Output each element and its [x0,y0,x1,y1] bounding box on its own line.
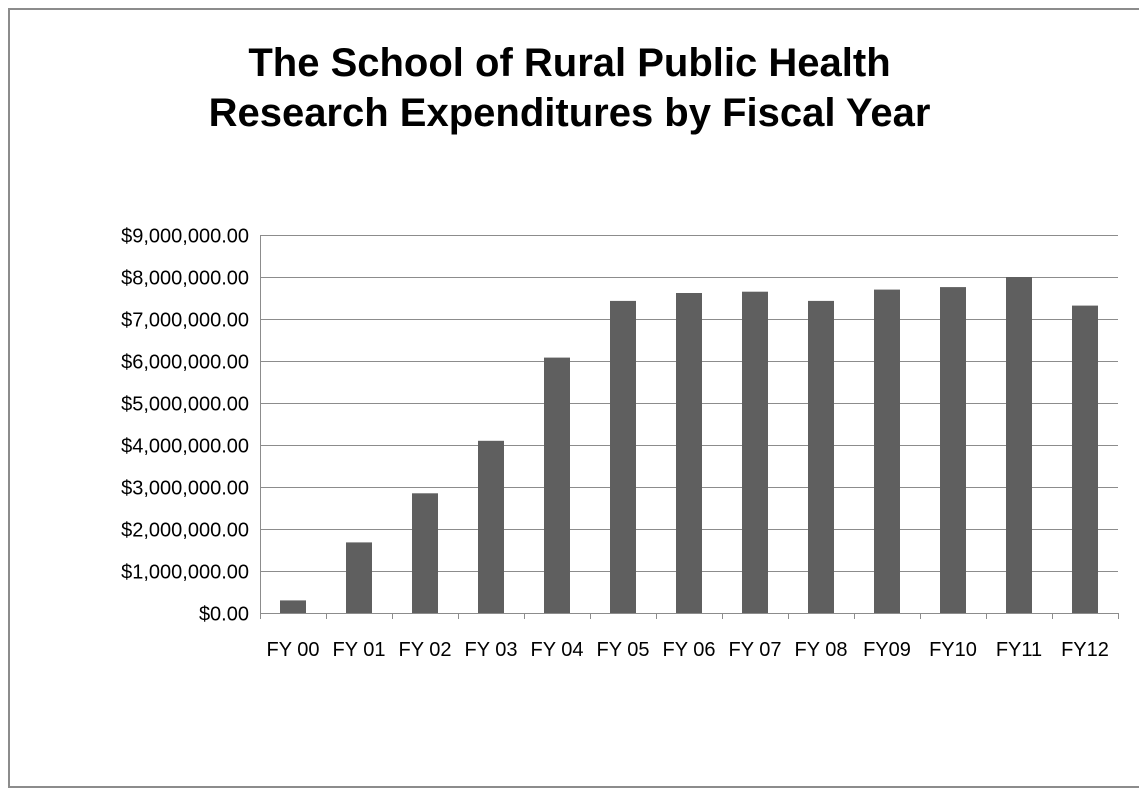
bar [676,293,702,613]
x-tick-label: FY 08 [795,639,848,661]
bar [412,493,438,613]
bar [544,357,570,613]
y-tick-label: $2,000,000.00 [121,520,249,542]
y-tick-label: $8,000,000.00 [121,268,249,290]
x-tick-label: FY11 [996,639,1042,661]
bar [610,300,636,613]
bar [940,287,966,613]
y-tick-label: $4,000,000.00 [121,436,249,458]
y-tick-label: $7,000,000.00 [121,310,249,332]
bars [280,277,1098,613]
y-tick-label: $1,000,000.00 [121,562,249,584]
y-axis-tick-labels: $0.00 $1,000,000.00 $2,000,000.00 $3,000,00… [121,226,249,626]
x-tick-label: FY 04 [531,639,584,661]
bar [346,542,372,613]
bar [1006,277,1032,613]
x-tick-label: FY 01 [333,639,386,661]
y-tick-label: $3,000,000.00 [121,478,249,500]
y-tick-label: $0.00 [199,604,249,626]
x-tick-label: FY10 [929,639,977,661]
y-tick-label: $5,000,000.00 [121,394,249,416]
bar [478,440,504,613]
bar-chart: $0.00 $1,000,000.00 $2,000,000.00 $3,000,00… [121,226,1119,661]
chart-title-line-1: The School of Rural Public Health [248,41,891,85]
bar [742,291,768,613]
bar [874,289,900,613]
y-tick-label: $6,000,000.00 [121,352,249,374]
x-tick-label: FY 06 [663,639,716,661]
bar [808,300,834,613]
bar [1072,305,1098,613]
x-tick-label: FY 00 [267,639,320,661]
axes [260,235,1119,619]
chart-title: The School of Rural Public Health Resear… [0,38,1139,138]
x-tick-label: FY 03 [465,639,518,661]
x-tick-label: FY09 [863,639,911,661]
x-tick-label: FY 07 [729,639,782,661]
x-tick-label: FY 05 [597,639,650,661]
bar [280,600,306,613]
y-tick-label: $9,000,000.00 [121,226,249,248]
chart-title-line-2: Research Expenditures by Fiscal Year [208,91,931,135]
x-tick-label: FY12 [1061,639,1109,661]
x-tick-label: FY 02 [399,639,452,661]
x-axis-tick-labels: FY 00 FY 01 FY 02 FY 03 FY 04 FY 05 FY 06 FY 07… [267,639,1109,661]
